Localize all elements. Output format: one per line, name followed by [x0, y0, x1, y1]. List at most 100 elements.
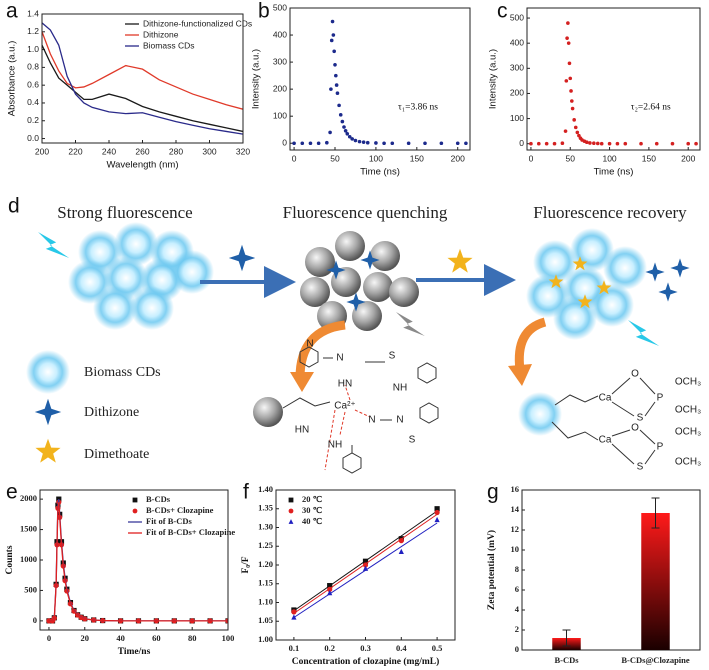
quenched-structure	[253, 346, 439, 474]
y-tick-label: 1.0	[27, 44, 39, 54]
chem-label: O	[631, 423, 639, 434]
data-point	[334, 73, 338, 78]
data-point	[565, 36, 569, 40]
chart-panel: e 0 500 1000 1500 2000 Counts 0 20 40 60 80 100 Time/…	[5, 481, 235, 658]
x-tick-label: 200	[35, 146, 49, 156]
legend-label: Dithizone	[143, 29, 179, 39]
diagram: d Strong fluorescence Fluorescence quenc…	[8, 195, 690, 474]
x-tick-label: 0.5	[432, 643, 443, 653]
y-tick-label: 200	[510, 88, 524, 98]
x-tick-label: 100	[602, 153, 616, 163]
data-point	[374, 141, 378, 145]
y-axis-label: Intensity (a.u.)	[488, 49, 499, 109]
data-point	[353, 138, 358, 143]
y-tick-label: 14	[511, 504, 520, 514]
panel-label: d	[8, 195, 20, 218]
data-point	[694, 141, 698, 146]
recovered-structure	[518, 377, 656, 465]
error-bar	[562, 629, 571, 647]
y-axis-label: F₀/F	[241, 556, 251, 573]
chart-panel: f 1.00 1.05 1.10 1.15 1.20 1.25 1.30 1.35 1.40 F₀/…	[241, 481, 456, 667]
x-tick-label: 220	[68, 146, 82, 156]
x-axis-label: Time (ns)	[594, 167, 634, 178]
legend-label: Dithizone-functionalized CDs	[143, 18, 252, 28]
y-tick-label: 0	[515, 644, 519, 654]
chem-label: HN	[338, 379, 352, 390]
data-point	[329, 38, 334, 43]
data-point	[529, 141, 533, 146]
light-icon	[396, 312, 425, 336]
x-tick-label: 0	[47, 633, 51, 643]
data-point	[316, 141, 321, 146]
data-point	[564, 79, 569, 83]
arrow	[290, 372, 314, 392]
chem-label: S	[389, 351, 396, 362]
data-point	[328, 130, 332, 135]
x-tick-label: 20	[81, 633, 90, 643]
panel-label: c	[497, 0, 508, 23]
chem-label: N	[336, 353, 343, 364]
y-tick-label: 500	[24, 584, 37, 594]
data-point	[327, 590, 333, 596]
legend-swatch	[288, 508, 294, 514]
x-tick-label: 0.2	[324, 643, 335, 653]
panel-label: a	[6, 0, 18, 23]
plot-frame	[521, 489, 701, 651]
chem-label: Ca²⁺	[334, 401, 355, 412]
data-point	[536, 141, 541, 146]
chem-label: O	[631, 369, 639, 380]
data-point	[566, 41, 571, 45]
arrow	[508, 364, 532, 386]
x-tick-label: 240	[102, 146, 116, 156]
y-tick-label: 0.2	[27, 115, 39, 125]
y-axis-label: Intensity (a.u.)	[251, 49, 262, 109]
data-point	[623, 141, 628, 146]
data-point	[552, 141, 557, 146]
plot-frame	[275, 489, 456, 641]
chem-label: S	[637, 462, 644, 473]
chem-label: N	[306, 339, 313, 350]
legend-icon	[34, 398, 62, 426]
data-point	[434, 516, 440, 523]
chem-label: OCH₃	[675, 377, 701, 388]
data-point	[569, 89, 573, 93]
x-tick-label: 300	[202, 146, 216, 156]
light-icon	[628, 320, 660, 346]
data-point	[347, 134, 352, 139]
data-point	[434, 506, 440, 512]
y-tick-label: 2	[515, 624, 519, 634]
chem-label: HN	[295, 425, 309, 436]
data-point	[357, 139, 362, 144]
data-point	[343, 128, 348, 133]
x-tick-label: 320	[236, 146, 250, 156]
annotation: τ₂=2.64 ns	[631, 103, 671, 113]
chem-label: Ca	[599, 435, 612, 446]
x-axis-label: Concentration of clozapine (mg/mL)	[292, 656, 440, 667]
data-point	[382, 141, 386, 146]
y-axis-label: Zeta potential (mV)	[486, 530, 497, 610]
chem-label: P	[657, 442, 664, 453]
series-line	[42, 31, 243, 110]
legend-label: Fit of B-CDs	[146, 516, 192, 526]
data-point	[332, 49, 336, 54]
data-point	[362, 562, 369, 568]
legend-label: 30 ℃	[302, 505, 323, 515]
y-tick-label: 200	[273, 83, 287, 93]
y-tick-label: 1.4	[27, 8, 39, 18]
y-tick-label: 8	[515, 564, 519, 574]
x-tick-label: 150	[642, 153, 656, 163]
legend-swatch	[132, 497, 138, 503]
x-tick-label: 280	[169, 146, 183, 156]
y-tick-label: 300	[510, 63, 524, 73]
chart-panel: a 0.0 0.2 0.4 0.6 0.8 1.0 1.2 1.4 Absorbance (a.u…	[6, 0, 252, 171]
legend-icon	[26, 350, 70, 394]
legend-label: Biomass CDs	[84, 365, 161, 380]
data-point	[615, 141, 620, 146]
y-tick-label: 0	[33, 615, 37, 625]
y-tick-label: 1.15	[258, 578, 273, 588]
panel-label: g	[487, 481, 499, 504]
data-point	[560, 141, 565, 146]
error-bar	[651, 497, 660, 529]
data-point	[686, 141, 691, 146]
x-tick-label: 200	[681, 153, 695, 163]
